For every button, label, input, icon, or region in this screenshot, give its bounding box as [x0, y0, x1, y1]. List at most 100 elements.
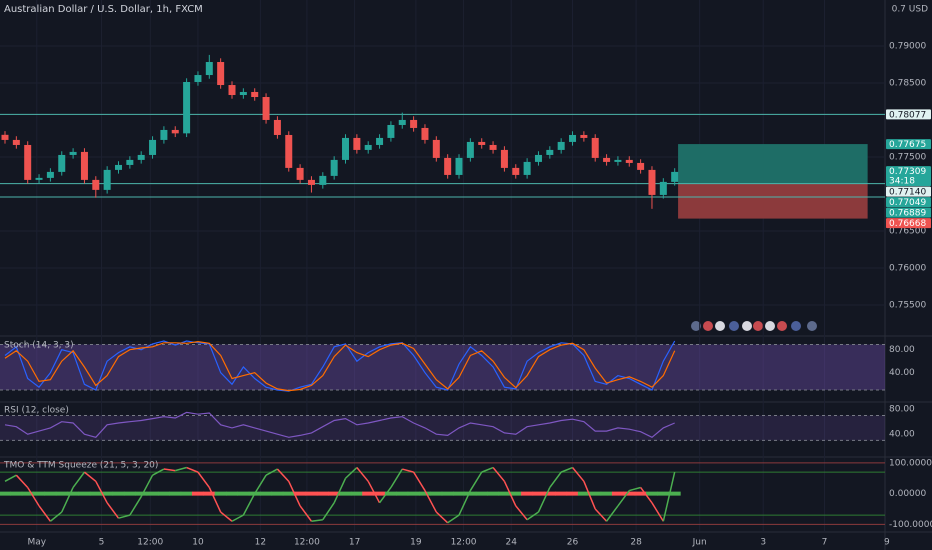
candle-body [444, 157, 452, 175]
y-tick-label: 80.00 [889, 345, 915, 355]
tmo-segment [15, 474, 29, 488]
candle-body [35, 177, 43, 180]
x-tick-label: 12:00 [137, 538, 163, 548]
candle-body [149, 139, 157, 155]
squeeze-dot [0, 491, 11, 496]
candle-body [103, 169, 111, 190]
candle-body [262, 97, 270, 120]
tmo-segment [106, 502, 120, 519]
squeeze-dot [362, 491, 375, 496]
tmo-segment [583, 481, 596, 510]
squeeze-dot [464, 491, 477, 496]
squeeze-dot [203, 491, 216, 496]
price-tag-label: 0.77049 [889, 198, 926, 208]
tmo-segment [662, 471, 676, 522]
squeeze-dot [135, 491, 148, 496]
candle-body [557, 141, 565, 150]
event-icon[interactable] [703, 321, 713, 331]
y-tick-label: 0.76500 [889, 227, 926, 237]
squeeze-dot [441, 491, 454, 496]
squeeze-dot [169, 491, 182, 496]
tmo-segment [265, 468, 278, 476]
squeeze-dot [589, 491, 602, 496]
price-tag [886, 218, 931, 229]
squeeze-dot [316, 491, 329, 496]
tmo-segment [402, 468, 414, 473]
x-tick-label: 26 [567, 538, 579, 548]
event-icon[interactable] [807, 321, 817, 331]
event-icon[interactable] [765, 321, 775, 331]
tmo-segment [242, 493, 256, 516]
tmo-segment [503, 481, 517, 507]
candle-body [296, 167, 304, 180]
candle-body [659, 181, 667, 195]
squeeze-dot [668, 491, 681, 496]
tmo-segment [175, 466, 187, 472]
event-icon[interactable] [777, 321, 787, 331]
squeeze-dot [294, 491, 307, 496]
candle-body [455, 157, 463, 175]
event-icon[interactable] [729, 321, 739, 331]
tmo-segment [61, 487, 74, 513]
candle-body [569, 134, 577, 142]
tmo-segment [72, 471, 86, 488]
tmo-segment [254, 474, 267, 495]
event-icon[interactable] [691, 321, 701, 331]
candle-body [307, 179, 315, 185]
tmo-segment [140, 474, 154, 498]
event-icon[interactable] [715, 321, 725, 331]
squeeze-dot [21, 491, 34, 496]
price-tag [886, 186, 931, 197]
tmo-segment [231, 514, 244, 522]
squeeze-dot [645, 491, 658, 496]
candle-body [648, 169, 656, 195]
y-tick-label: 0.75500 [889, 301, 926, 311]
tmo-segment [27, 487, 40, 507]
x-tick-label: 3 [760, 538, 766, 548]
tmo-segment [129, 496, 142, 516]
candle-body [546, 149, 554, 155]
price-tag-label: 0.76668 [889, 219, 926, 229]
squeeze-dot [260, 491, 273, 496]
y-tick-label: 0.79000 [889, 42, 926, 52]
candle-body [114, 164, 122, 170]
squeeze-dot [157, 491, 170, 496]
tmo-segment [390, 468, 403, 488]
x-tick-label: 28 [630, 538, 642, 548]
event-icon[interactable] [753, 321, 763, 331]
squeeze-dot [487, 491, 500, 496]
squeeze-dot [498, 491, 511, 496]
squeeze-dot [555, 491, 568, 496]
x-tick-label: 10 [192, 538, 204, 548]
candle-body [376, 137, 384, 145]
event-icon[interactable] [742, 321, 752, 331]
squeeze-dot [271, 491, 284, 496]
squeeze-dot [543, 491, 556, 496]
tmo-segment [344, 466, 358, 479]
squeeze-dot [634, 491, 647, 496]
tmo-segment [83, 471, 97, 482]
price-tag-label: 0.78077 [889, 110, 926, 120]
indicator-title: RSI (12, close) [4, 406, 69, 416]
squeeze-dot [532, 491, 545, 496]
x-tick-label: 12:00 [451, 538, 477, 548]
tmo-segment [163, 468, 176, 472]
squeeze-dot [237, 491, 250, 496]
candle-body [251, 91, 259, 98]
tmo-segment [549, 471, 562, 488]
squeeze-dot [10, 491, 23, 496]
event-icon[interactable] [791, 321, 801, 331]
y-tick-label: 0.76000 [889, 264, 926, 274]
squeeze-dot [328, 491, 341, 496]
price-tag-label: 0.76889 [889, 209, 926, 219]
tmo-segment [481, 466, 494, 473]
squeeze-dot [44, 491, 57, 496]
position-profit [678, 144, 868, 184]
squeeze-dot [657, 491, 670, 496]
squeeze-dot [611, 491, 624, 496]
tmo-segment [38, 505, 51, 522]
x-tick-label: 12 [255, 538, 266, 548]
candle-body [194, 75, 202, 82]
y-tick-label: 0.77500 [889, 153, 926, 163]
